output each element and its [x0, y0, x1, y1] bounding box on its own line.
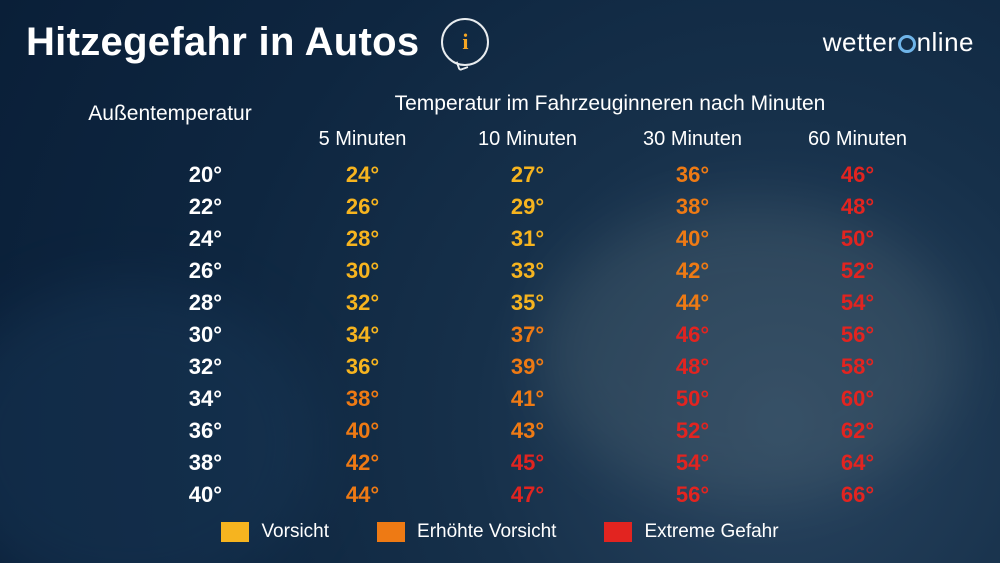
brand-o-ring-icon	[898, 35, 916, 53]
outside-temp-cell: 20°	[60, 159, 280, 191]
table-body: 20°24°27°36°46°22°26°29°38°48°24°28°31°4…	[60, 159, 940, 511]
temperature-table: Außentemperatur Temperatur im Fahrzeugin…	[60, 92, 940, 511]
temp-cell: 66°	[775, 479, 940, 511]
table-row: 32°36°39°48°58°	[60, 351, 940, 383]
temp-cell: 24°	[280, 159, 445, 191]
temp-cell: 56°	[610, 479, 775, 511]
table-row: 28°32°35°44°54°	[60, 287, 940, 319]
table-row: 20°24°27°36°46°	[60, 159, 940, 191]
time-subheader-row: 5 Minuten 10 Minuten 30 Minuten 60 Minut…	[60, 128, 940, 151]
outer-temp-header: Außentemperatur	[60, 102, 280, 126]
temp-cell: 64°	[775, 447, 940, 479]
temp-cell: 56°	[775, 319, 940, 351]
outside-temp-cell: 28°	[60, 287, 280, 319]
table-row: 30°34°37°46°56°	[60, 319, 940, 351]
brand-text-part2: nline	[917, 27, 974, 58]
speech-tail-icon	[456, 59, 469, 72]
temp-cell: 42°	[610, 255, 775, 287]
temp-cell: 31°	[445, 223, 610, 255]
legend-label: Vorsicht	[261, 521, 329, 543]
temp-cell: 52°	[775, 255, 940, 287]
legend-item: Erhöhte Vorsicht	[377, 521, 556, 543]
temp-cell: 32°	[280, 287, 445, 319]
temp-cell: 58°	[775, 351, 940, 383]
temp-cell: 36°	[610, 159, 775, 191]
outside-temp-cell: 30°	[60, 319, 280, 351]
temp-cell: 29°	[445, 191, 610, 223]
temp-cell: 37°	[445, 319, 610, 351]
temp-cell: 41°	[445, 383, 610, 415]
temp-cell: 54°	[610, 447, 775, 479]
temp-cell: 44°	[280, 479, 445, 511]
infographic-canvas: Hitzegefahr in Autos i wetter nline Auße…	[0, 0, 1000, 563]
header-bar: Hitzegefahr in Autos i wetter nline	[26, 18, 974, 66]
temp-cell: 44°	[610, 287, 775, 319]
temp-cell: 34°	[280, 319, 445, 351]
temp-cell: 26°	[280, 191, 445, 223]
info-glyph: i	[462, 29, 468, 55]
legend-swatch-icon	[604, 522, 632, 542]
temp-cell: 40°	[610, 223, 775, 255]
outside-temp-cell: 22°	[60, 191, 280, 223]
temp-cell: 62°	[775, 415, 940, 447]
time-col-header: 60 Minuten	[775, 128, 940, 151]
temp-cell: 48°	[775, 191, 940, 223]
temp-cell: 48°	[610, 351, 775, 383]
title-group: Hitzegefahr in Autos i	[26, 18, 489, 66]
temp-cell: 50°	[610, 383, 775, 415]
temp-cell: 52°	[610, 415, 775, 447]
outside-temp-cell: 32°	[60, 351, 280, 383]
brand-text-part1: wetter	[823, 27, 897, 58]
temp-cell: 39°	[445, 351, 610, 383]
time-col-header: 5 Minuten	[280, 128, 445, 151]
temp-cell: 45°	[445, 447, 610, 479]
table-row: 22°26°29°38°48°	[60, 191, 940, 223]
temp-cell: 43°	[445, 415, 610, 447]
outside-temp-cell: 40°	[60, 479, 280, 511]
temp-cell: 30°	[280, 255, 445, 287]
temp-cell: 40°	[280, 415, 445, 447]
page-title: Hitzegefahr in Autos	[26, 20, 419, 65]
brand-logo: wetter nline	[823, 27, 974, 58]
table-row: 34°38°41°50°60°	[60, 383, 940, 415]
table-header-row: Außentemperatur Temperatur im Fahrzeugin…	[60, 92, 940, 126]
legend-label: Extreme Gefahr	[644, 521, 778, 543]
temp-cell: 47°	[445, 479, 610, 511]
temp-cell: 50°	[775, 223, 940, 255]
temp-cell: 46°	[775, 159, 940, 191]
outside-temp-cell: 36°	[60, 415, 280, 447]
inner-temp-header: Temperatur im Fahrzeuginneren nach Minut…	[280, 92, 940, 116]
table-row: 38°42°45°54°64°	[60, 447, 940, 479]
legend: Vorsicht Erhöhte Vorsicht Extreme Gefahr	[0, 521, 1000, 543]
table-row: 40°44°47°56°66°	[60, 479, 940, 511]
temp-cell: 46°	[610, 319, 775, 351]
temp-cell: 54°	[775, 287, 940, 319]
temp-cell: 42°	[280, 447, 445, 479]
legend-item: Extreme Gefahr	[604, 521, 778, 543]
outside-temp-cell: 24°	[60, 223, 280, 255]
temp-cell: 33°	[445, 255, 610, 287]
outside-temp-cell: 34°	[60, 383, 280, 415]
time-col-header: 10 Minuten	[445, 128, 610, 151]
table-row: 26°30°33°42°52°	[60, 255, 940, 287]
legend-item: Vorsicht	[221, 521, 329, 543]
legend-swatch-icon	[377, 522, 405, 542]
info-icon: i	[441, 18, 489, 66]
legend-label: Erhöhte Vorsicht	[417, 521, 556, 543]
temp-cell: 27°	[445, 159, 610, 191]
table-row: 24°28°31°40°50°	[60, 223, 940, 255]
temp-cell: 38°	[280, 383, 445, 415]
temp-cell: 35°	[445, 287, 610, 319]
legend-swatch-icon	[221, 522, 249, 542]
table-row: 36°40°43°52°62°	[60, 415, 940, 447]
temp-cell: 38°	[610, 191, 775, 223]
temp-cell: 28°	[280, 223, 445, 255]
temp-cell: 60°	[775, 383, 940, 415]
outside-temp-cell: 38°	[60, 447, 280, 479]
outside-temp-cell: 26°	[60, 255, 280, 287]
temp-cell: 36°	[280, 351, 445, 383]
time-col-header: 30 Minuten	[610, 128, 775, 151]
